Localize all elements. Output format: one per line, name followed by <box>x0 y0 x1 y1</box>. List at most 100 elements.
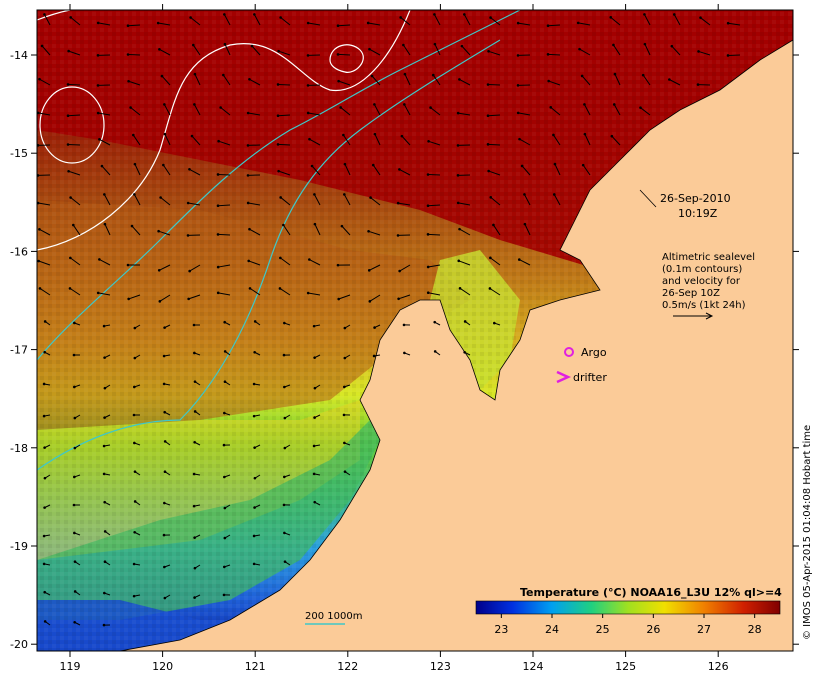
velocity-arrow <box>428 264 441 268</box>
velocity-arrow-head <box>373 103 376 106</box>
velocity-arrow-head <box>433 320 437 324</box>
velocity-arrow-head <box>283 416 287 420</box>
velocity-arrow <box>644 43 651 56</box>
velocity-arrow-head <box>73 590 77 593</box>
velocity-arrow-head <box>37 259 40 263</box>
velocity-arrow-head <box>72 223 75 227</box>
velocity-arrow <box>553 194 561 206</box>
velocity-arrow <box>248 260 261 266</box>
velocity-arrow-head <box>73 475 76 479</box>
velocity-arrow <box>341 225 351 236</box>
lon-tick-label: 124 <box>523 660 544 673</box>
velocity-arrow <box>402 44 411 56</box>
velocity-arrow-head <box>433 13 436 16</box>
velocity-arrow <box>370 197 381 206</box>
velocity-arrow-head <box>253 13 256 16</box>
velocity-arrow <box>399 264 411 272</box>
sealevel-contour <box>329 44 364 73</box>
velocity-arrow-head <box>458 287 462 290</box>
velocity-arrow <box>371 75 381 86</box>
velocity-arrow-head <box>133 385 136 389</box>
velocity-arrow-head <box>426 204 430 207</box>
velocity-arrow-head <box>670 44 674 48</box>
velocity-arrow <box>218 140 231 146</box>
velocity-arrow-head <box>696 83 700 86</box>
velocity-arrow <box>428 140 441 146</box>
velocity-arrow-head <box>343 441 346 445</box>
velocity-arrow-head <box>96 111 100 115</box>
velocity-arrow-head <box>42 382 46 386</box>
velocity-arrow-head <box>517 258 521 261</box>
velocity-arrow-head <box>188 167 191 171</box>
velocity-arrow-head <box>66 83 70 86</box>
velocity-arrow <box>700 17 711 26</box>
velocity-arrow-head <box>456 144 460 147</box>
velocity-arrow-head <box>216 265 220 269</box>
velocity-arrow <box>398 202 411 206</box>
colorbar-tick-label: 23 <box>494 623 508 636</box>
velocity-arrow-head <box>489 16 492 19</box>
velocity-arrow-head <box>72 503 76 507</box>
velocity-arrow-head <box>460 44 464 48</box>
velocity-arrow-head <box>609 16 613 19</box>
velocity-arrow <box>427 204 441 207</box>
velocity-arrow <box>103 194 111 206</box>
velocity-arrow <box>39 78 51 86</box>
velocity-arrow <box>338 80 351 86</box>
velocity-arrow-head <box>283 385 286 389</box>
lon-tick-label: 125 <box>615 660 636 673</box>
velocity-arrow-head <box>726 54 730 57</box>
velocity-arrow-head <box>96 54 100 57</box>
velocity-arrow <box>38 112 51 116</box>
velocity-arrow-head <box>96 21 100 25</box>
velocity-arrow-head <box>67 169 70 173</box>
velocity-arrow-head <box>160 74 164 78</box>
velocity-arrow <box>98 22 111 26</box>
velocity-arrow-head <box>133 162 137 166</box>
velocity-arrow-head <box>223 506 227 510</box>
velocity-arrow <box>518 112 531 116</box>
velocity-arrow-head <box>276 114 280 118</box>
velocity-arrow-head <box>337 297 340 301</box>
velocity-arrow-head <box>102 324 106 328</box>
velocity-arrow <box>278 50 291 56</box>
altimetry-note-line4: 26-Sep 10Z <box>662 288 720 299</box>
velocity-arrow-head <box>163 596 167 600</box>
velocity-arrow-head <box>163 410 166 414</box>
velocity-arrow <box>369 48 381 56</box>
velocity-arrow-head <box>42 534 46 538</box>
velocity-arrow-head <box>246 201 250 205</box>
velocity-arrow-head <box>216 204 220 208</box>
velocity-arrow <box>458 260 471 266</box>
velocity-arrow-head <box>133 470 137 473</box>
velocity-arrow <box>277 143 291 146</box>
velocity-arrow-head <box>73 620 76 624</box>
velocity-arrow-head <box>73 446 77 450</box>
velocity-arrow-head <box>37 144 40 147</box>
velocity-arrow <box>459 228 471 236</box>
velocity-arrow-head <box>283 446 287 450</box>
velocity-arrow <box>579 48 591 56</box>
velocity-arrow-head <box>726 21 730 25</box>
velocity-arrow <box>611 135 621 146</box>
velocity-arrow <box>69 287 81 296</box>
velocity-arrow-head <box>343 385 346 389</box>
sealevel-contour <box>37 10 71 21</box>
velocity-arrow-head <box>313 500 317 504</box>
velocity-arrow-head <box>518 137 521 141</box>
velocity-arrow-head <box>313 416 316 419</box>
velocity-arrow-head <box>366 21 370 25</box>
velocity-arrow <box>547 24 561 27</box>
velocity-arrow-head <box>223 350 227 353</box>
velocity-arrow-head <box>103 386 107 390</box>
velocity-arrow-head <box>162 533 166 537</box>
velocity-arrow-head <box>493 321 496 325</box>
velocity-arrow-head <box>276 83 280 86</box>
velocity-arrow-head <box>66 143 70 146</box>
velocity-arrow <box>430 107 441 116</box>
velocity-arrow <box>489 288 501 296</box>
velocity-arrow <box>673 14 681 26</box>
velocity-arrow-head <box>193 351 196 355</box>
velocity-arrow-head <box>73 560 77 563</box>
velocity-arrow <box>280 257 291 266</box>
